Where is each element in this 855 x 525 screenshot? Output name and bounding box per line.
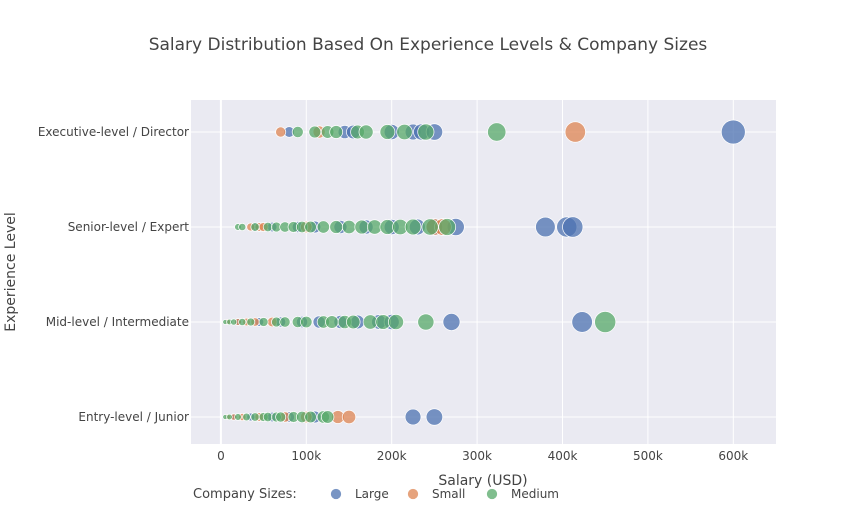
data-point <box>325 315 339 329</box>
data-point <box>387 314 404 330</box>
data-points <box>222 119 746 426</box>
y-axis-ticks: Entry-level / Junior Mid-level / Intermed… <box>38 125 189 424</box>
data-point <box>238 318 247 326</box>
data-point <box>308 125 322 139</box>
data-point <box>234 413 242 421</box>
data-point <box>246 317 256 327</box>
x-tick-label: 600k <box>718 449 748 463</box>
data-point <box>275 411 287 423</box>
x-tick-label: 500k <box>633 449 663 463</box>
legend-label-large: Large <box>355 487 389 501</box>
data-point <box>226 413 233 421</box>
x-tick-label: 0 <box>217 449 225 463</box>
data-point <box>304 220 317 234</box>
data-point <box>230 318 238 326</box>
data-point <box>535 216 556 238</box>
data-point <box>442 313 461 331</box>
data-point <box>250 222 260 232</box>
data-point <box>421 218 439 236</box>
x-tick-label: 400k <box>548 449 578 463</box>
data-point <box>417 313 435 331</box>
data-point <box>329 220 344 234</box>
data-point <box>571 311 593 333</box>
data-point <box>425 408 444 426</box>
data-point <box>341 219 357 235</box>
legend-swatch-medium <box>486 488 498 500</box>
x-axis-ticks: 0 100k 200k 300k 400k 500k 600k <box>217 449 748 463</box>
data-point <box>564 121 586 143</box>
data-point <box>358 124 374 140</box>
legend-label-small: Small <box>432 487 465 501</box>
data-point <box>304 410 317 424</box>
data-point <box>379 124 396 140</box>
y-tick-label: Executive-level / Director <box>38 125 189 139</box>
x-tick-label: 200k <box>377 449 407 463</box>
data-point <box>354 219 370 235</box>
data-point <box>720 119 746 145</box>
data-point <box>320 410 335 424</box>
y-axis-title: Experience Level <box>3 212 19 331</box>
data-point <box>562 216 584 238</box>
series-medium <box>222 122 617 424</box>
data-point <box>404 218 422 236</box>
data-point <box>316 220 330 234</box>
data-point <box>300 315 313 329</box>
data-point <box>291 126 304 138</box>
y-tick-label: Entry-level / Junior <box>78 410 189 424</box>
data-point <box>404 408 422 426</box>
data-point <box>362 314 378 330</box>
legend-title: Company Sizes: <box>193 487 297 502</box>
data-point <box>275 126 287 138</box>
x-tick-label: 100k <box>291 449 321 463</box>
data-point <box>396 123 413 141</box>
y-tick-label: Mid-level / Intermediate <box>46 315 189 329</box>
data-point <box>238 223 247 231</box>
data-point <box>417 123 435 141</box>
legend-swatch-large <box>330 488 342 500</box>
legend-label-medium: Medium <box>511 487 559 501</box>
data-point <box>250 412 260 422</box>
data-point <box>341 409 357 425</box>
x-axis-title: Salary (USD) <box>438 473 527 489</box>
chart-title: Salary Distribution Based On Experience … <box>149 35 708 55</box>
legend: Company Sizes: Large Small Medium <box>193 487 559 502</box>
data-point <box>258 317 269 327</box>
data-point <box>438 218 457 236</box>
data-point <box>346 314 361 330</box>
data-point <box>242 412 251 422</box>
legend-swatch-small <box>407 488 419 500</box>
data-point <box>487 122 507 142</box>
x-tick-label: 300k <box>462 449 492 463</box>
data-point <box>594 311 617 333</box>
data-point <box>329 125 344 139</box>
plot-background <box>191 100 776 444</box>
data-point <box>279 316 291 328</box>
y-tick-label: Senior-level / Expert <box>68 220 190 234</box>
